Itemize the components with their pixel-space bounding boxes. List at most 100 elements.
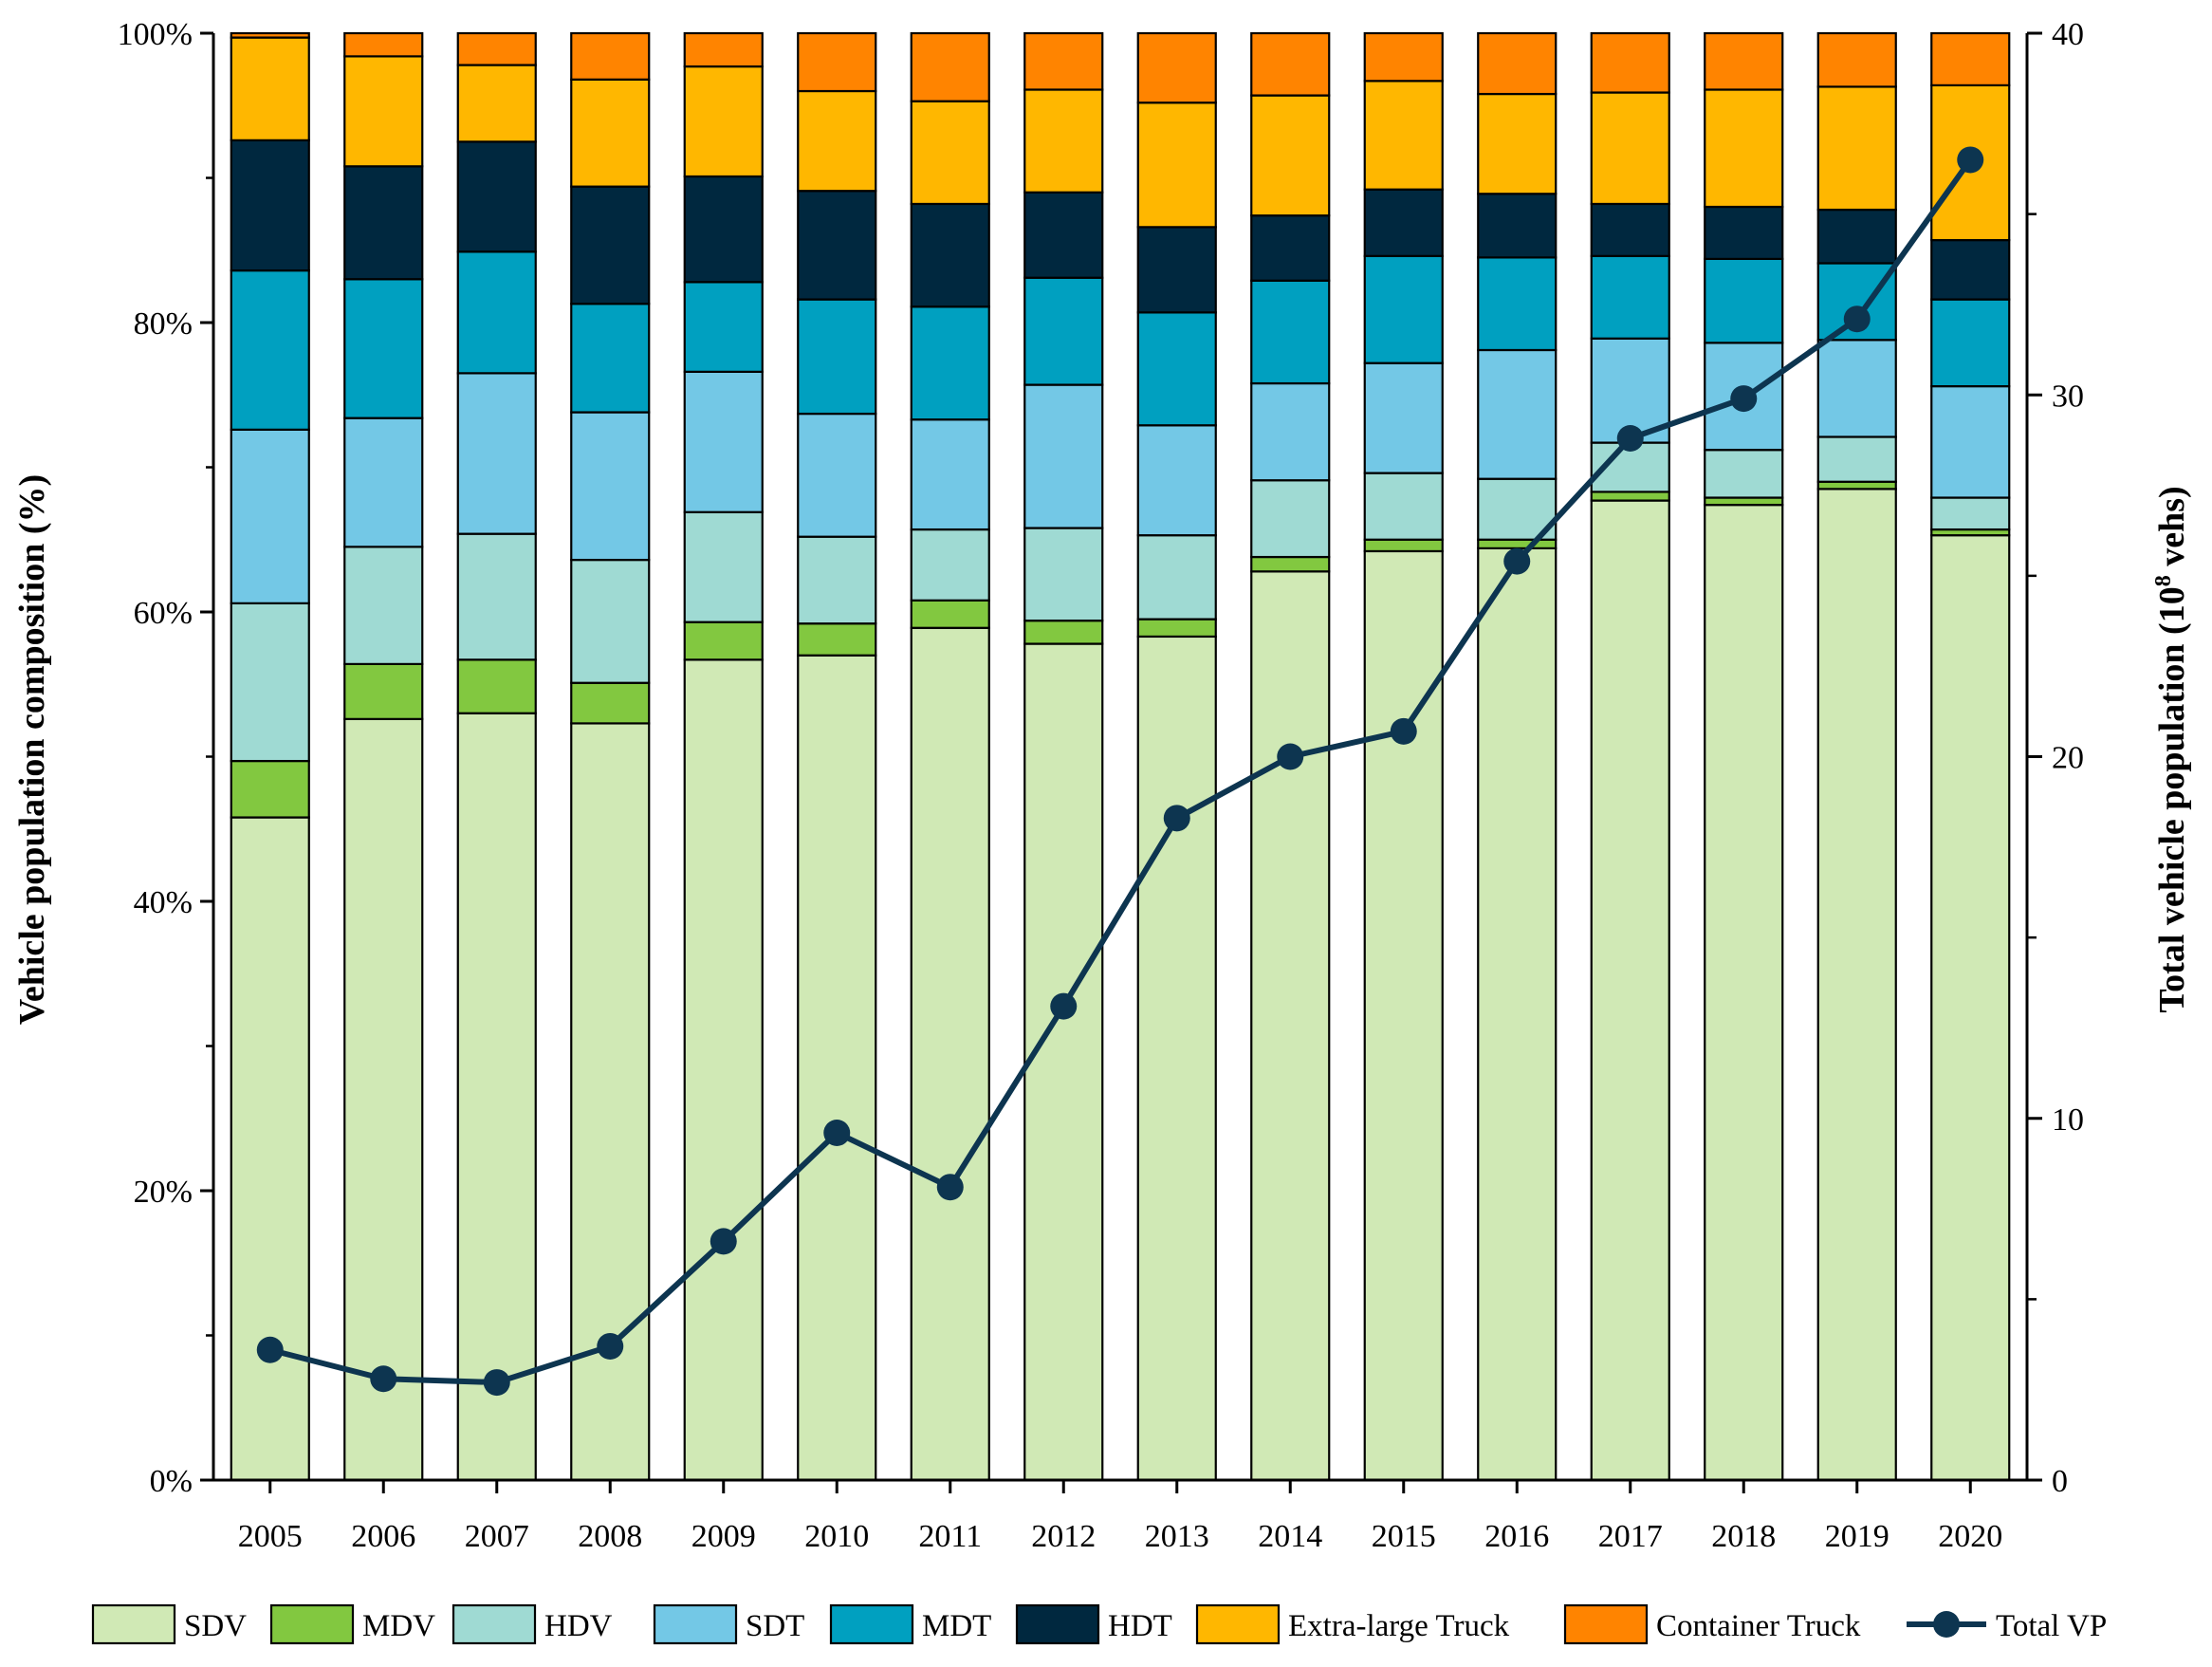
total-vp-point-2010: [823, 1120, 851, 1146]
x-tick-label-2013: 2013: [1145, 1519, 1209, 1554]
bar-sdt-2019: [1816, 339, 1897, 438]
bar-sdt-2008: [570, 411, 651, 562]
bar-sdv-2008: [570, 722, 651, 1482]
bar-extra-large-truck-2010: [797, 89, 877, 193]
y-axis-title-left: Vehicle population composition (%): [12, 474, 52, 1025]
bar-sdt-2013: [1136, 424, 1217, 537]
bar-mdt-2010: [797, 298, 877, 416]
total-vp-point-2017: [1616, 425, 1644, 452]
legend-label-total-vp: Total VP: [1996, 1609, 2107, 1643]
bar-sdv-2017: [1590, 499, 1670, 1482]
legend: SDV MDV HDV SDT MDT HDT Extra-large Truck Conta…: [91, 1603, 2107, 1645]
total-vp-point-2014: [1277, 743, 1304, 770]
bars-layer: [230, 31, 2011, 1482]
bar-sdt-2005: [230, 428, 310, 604]
bar-sdv-2015: [1363, 549, 1444, 1482]
bar-mdv-2014: [1250, 555, 1331, 573]
total-vp-point-2018: [1730, 385, 1758, 413]
legend-swatch-sdt: [653, 1603, 738, 1645]
bar-hdt-2020: [1930, 238, 2011, 301]
bar-sdv-2020: [1930, 534, 2011, 1482]
bar-mdv-2015: [1363, 538, 1444, 553]
bar-mdt-2007: [456, 250, 537, 375]
legend-label-sdv: SDV: [184, 1609, 247, 1643]
total-vp-point-2019: [1843, 306, 1871, 333]
bar-mdt-2018: [1704, 257, 1784, 344]
total-vp-point-2020: [1957, 146, 1984, 174]
y-left-tick-label: 40%: [134, 885, 193, 920]
axes-layer: 0% 20% 40% 60% 80% 100% 0 10 20 30 40 2005 2006 2007 2…: [118, 17, 2084, 1554]
bar-extra-large-truck-2016: [1477, 92, 1558, 195]
total-vp-point-2006: [370, 1365, 397, 1393]
bar-sdt-2014: [1250, 381, 1331, 482]
x-tick-label-2012: 2012: [1031, 1519, 1096, 1554]
bar-container-truck-2012: [1023, 31, 1104, 91]
x-tick-label-2011: 2011: [918, 1519, 982, 1554]
bar-container-truck-2005: [230, 31, 310, 39]
total-vp-line-layer: [256, 146, 1984, 1397]
bar-mdt-2017: [1590, 254, 1670, 340]
bar-sdv-2010: [797, 654, 877, 1482]
bar-extra-large-truck-2007: [456, 64, 537, 143]
legend-swatch-hdt: [1015, 1603, 1100, 1645]
y-right-tick-label: 10: [2052, 1102, 2084, 1138]
legend-swatch-mdv: [269, 1603, 355, 1645]
bar-extra-large-truck-2006: [343, 55, 424, 168]
bar-mdt-2015: [1363, 254, 1444, 364]
bar-mdt-2019: [1816, 262, 1897, 342]
bar-container-truck-2016: [1477, 31, 1558, 96]
x-tick-label-2017: 2017: [1598, 1519, 1663, 1554]
bar-extra-large-truck-2005: [230, 36, 310, 141]
bar-container-truck-2013: [1136, 31, 1217, 104]
legend-swatch-container-truck: [1563, 1603, 1649, 1645]
bar-extra-large-truck-2019: [1816, 85, 1897, 212]
bar-hdv-2015: [1363, 472, 1444, 541]
x-tick-label-2014: 2014: [1258, 1519, 1322, 1554]
bar-container-truck-2019: [1816, 31, 1897, 88]
y-right-tick-label: 0: [2052, 1464, 2068, 1499]
bar-sdt-2012: [1023, 383, 1104, 529]
bar-sdt-2011: [910, 418, 990, 531]
bar-container-truck-2014: [1250, 31, 1331, 97]
total-vp-point-2013: [1163, 805, 1190, 832]
bar-mdv-2009: [683, 620, 764, 661]
total-vp-point-2016: [1503, 547, 1531, 575]
bar-mdv-2012: [1023, 620, 1104, 645]
bar-hdt-2012: [1023, 191, 1104, 279]
bar-hdt-2005: [230, 139, 310, 272]
y-right-tick-label: 40: [2052, 17, 2084, 52]
bar-hdv-2020: [1930, 496, 2011, 531]
bar-hdt-2017: [1590, 202, 1670, 257]
bar-mdv-2011: [910, 599, 990, 629]
bar-hdt-2006: [343, 165, 424, 281]
x-tick-label-2005: 2005: [238, 1519, 303, 1554]
y-left-tick-label: 100%: [118, 17, 193, 52]
bar-hdv-2006: [343, 546, 424, 666]
total-vp-point-2011: [936, 1174, 964, 1201]
bar-sdv-2013: [1136, 635, 1217, 1482]
x-tick-label-2019: 2019: [1825, 1519, 1889, 1554]
y-left-tick-label: 60%: [134, 596, 193, 631]
bar-mdv-2013: [1136, 618, 1217, 639]
total-vp-point-2008: [597, 1332, 624, 1360]
y-right-tick-label: 20: [2052, 741, 2084, 776]
bar-hdv-2005: [230, 602, 310, 763]
legend-swatch-sdv: [91, 1603, 176, 1645]
bar-hdv-2010: [797, 535, 877, 625]
bar-extra-large-truck-2013: [1136, 102, 1217, 229]
x-tick-label-2010: 2010: [804, 1519, 869, 1554]
bar-hdv-2008: [570, 558, 651, 684]
bar-sdv-2006: [343, 717, 424, 1482]
total-vp-point-2012: [1050, 992, 1078, 1020]
bar-hdv-2018: [1704, 449, 1784, 499]
bar-sdt-2015: [1363, 361, 1444, 474]
bar-mdv-2006: [343, 662, 424, 720]
bar-sdt-2009: [683, 370, 764, 513]
bar-container-truck-2011: [910, 31, 990, 102]
bar-mdv-2016: [1477, 538, 1558, 549]
bar-hdv-2012: [1023, 527, 1104, 622]
bar-extra-large-truck-2008: [570, 78, 651, 188]
y-left-tick-label: 20%: [134, 1175, 193, 1210]
bar-hdt-2013: [1136, 226, 1217, 314]
